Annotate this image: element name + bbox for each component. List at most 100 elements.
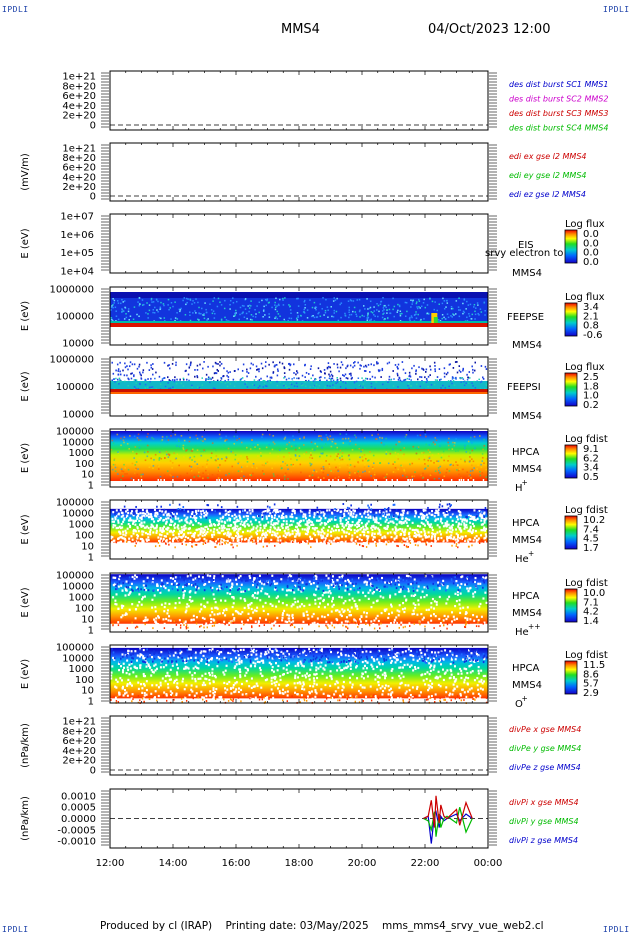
panel-divpe-ylabel: (nPa/km) bbox=[20, 723, 31, 768]
panel-eis-colorbar-tick: 0.0 bbox=[583, 248, 599, 259]
panel-hpca-he-colorbar-title: Log fdist bbox=[565, 505, 608, 516]
panel-hpca-he-ylabel: E (eV) bbox=[20, 514, 31, 544]
panel-feeps-i-colorbar bbox=[564, 372, 578, 407]
panel-des-dist-ytick: 1e+21 bbox=[62, 72, 96, 83]
x-axis-time-label: 14:00 bbox=[159, 858, 188, 869]
panel-feeps-e: 10000 100000 1000000 E (eV) FEEPSE MMS4 Log fl… bbox=[20, 285, 605, 352]
panel-hpca-he2-colorbar-tick: 10.0 bbox=[583, 588, 605, 599]
panel-hpca-he-colorbar-tick: 1.7 bbox=[583, 543, 599, 554]
panel-hpca-he2-ytick: 10000 bbox=[62, 582, 94, 593]
panel-hpca-he-ytick: 1000 bbox=[69, 520, 94, 531]
panel-divpi-ylabel: (nPa/km) bbox=[20, 796, 31, 841]
x-axis-time-label: 12:00 bbox=[96, 858, 125, 869]
panel-eis-ytick: 1e+04 bbox=[60, 267, 94, 278]
panel-hpca-h-ytick: 1 bbox=[88, 481, 94, 492]
panel-divpi-legend-item: divPi y gse MMS4 bbox=[509, 817, 579, 826]
x-axis-time-label: 22:00 bbox=[411, 858, 440, 869]
panel-hpca-h-colorbar bbox=[564, 444, 578, 479]
panel-des-dist-legend-item: des dist burst SC4 MMS4 bbox=[509, 124, 608, 133]
panel-eis-ytick: 1e+05 bbox=[60, 248, 94, 259]
corner-label-bottom-right: IPDLI bbox=[603, 925, 630, 934]
panel-feeps-i-ytick: 100000 bbox=[56, 382, 94, 393]
panel-divpi-ytick: -0.0010 bbox=[57, 837, 96, 848]
panel-divpe-ytick: 8e+20 bbox=[62, 726, 96, 737]
panel-hpca-he2-ytick: 100 bbox=[75, 604, 94, 615]
panel-feeps-i: 10000 100000 1000000 E (eV) FEEPSI MMS4 Log fl… bbox=[20, 355, 605, 423]
panel-hpca-he-charge: + bbox=[528, 549, 534, 558]
panel-feeps-i-instrument: FEEPSI bbox=[507, 382, 541, 393]
panel-divpe-legend-item: divPe y gse MMS4 bbox=[509, 744, 581, 753]
x-axis-time-label: 16:00 bbox=[222, 858, 251, 869]
panel-feeps-i-colorbar-tick: 2.5 bbox=[583, 372, 599, 383]
panel-feeps-e-ylabel: E (eV) bbox=[20, 301, 31, 331]
panel-hpca-he-colorbar bbox=[564, 515, 578, 550]
panel-edi-ytick: 1e+21 bbox=[62, 144, 96, 155]
panel-divpe-legend-item: divPe z gse MMS4 bbox=[509, 763, 581, 772]
panel-feeps-i-colorbar-tick: 1.8 bbox=[583, 381, 599, 392]
panel-hpca-he-ytick: 10000 bbox=[62, 509, 94, 520]
panel-feeps-e-colorbar-title: Log flux bbox=[565, 292, 605, 303]
panel-feeps-e-instrument: FEEPSE bbox=[507, 312, 544, 323]
panel-hpca-he2-colorbar-title: Log fdist bbox=[565, 578, 608, 589]
panel-hpca-he2-colorbar-tick: 1.4 bbox=[583, 616, 599, 627]
panel-divpi-series-line bbox=[423, 810, 473, 844]
panel-des-dist-legend-item: des dist burst SC3 MMS3 bbox=[509, 109, 608, 118]
panel-hpca-o-colorbar-tick: 11.5 bbox=[583, 660, 605, 671]
panel-des-dist-ytick: 6e+20 bbox=[62, 91, 96, 102]
panel-hpca-o-species: O bbox=[515, 699, 523, 710]
panel-eis-frame bbox=[109, 213, 489, 274]
panel-edi-ytick: 4e+20 bbox=[62, 172, 96, 183]
panel-hpca-h-colorbar-tick: 6.2 bbox=[583, 453, 599, 464]
panel-hpca-o-ytick: 1000 bbox=[69, 664, 94, 675]
panel-hpca-he2-colorbar-tick: 4.2 bbox=[583, 607, 599, 618]
panel-hpca-h-colorbar-tick: 0.5 bbox=[583, 472, 599, 483]
panel-hpca-h-ytick: 10 bbox=[81, 470, 94, 481]
panel-hpca-h-species: H bbox=[515, 483, 523, 494]
panel-edi-ylabel: (mV/m) bbox=[20, 153, 31, 191]
panel-feeps-i-colorbar-title: Log flux bbox=[565, 362, 605, 373]
panel-eis-instrument: EIS bbox=[518, 240, 534, 251]
panel-edi-ytick: 2e+20 bbox=[62, 182, 96, 193]
panel-edi-frame bbox=[109, 142, 489, 202]
panel-feeps-e-spacecraft: MMS4 bbox=[512, 340, 542, 351]
panel-hpca-h-instrument: HPCA bbox=[512, 447, 540, 458]
panel-hpca-he2-ylabel: E (eV) bbox=[20, 587, 31, 617]
panel-hpca-he-ytick: 1 bbox=[88, 553, 94, 564]
panel-hpca-o-ylabel: E (eV) bbox=[20, 659, 31, 689]
panel-hpca-o-colorbar-tick: 5.7 bbox=[583, 679, 599, 690]
panel-hpca-o-charge: + bbox=[522, 694, 528, 703]
panel-des-dist-ytick: 4e+20 bbox=[62, 101, 96, 112]
panel-feeps-i-spectrogram bbox=[110, 381, 488, 389]
panel-hpca-he-species: He bbox=[515, 554, 529, 565]
panel-divpi-ytick: -0.0005 bbox=[57, 825, 96, 836]
panel-hpca-h-ytick: 10000 bbox=[62, 437, 94, 448]
panel-feeps-i-ylabel: E (eV) bbox=[20, 371, 31, 401]
panel-hpca-he-colorbar-tick: 10.2 bbox=[583, 515, 605, 526]
panel-eis-colorbar-tick: 0.0 bbox=[583, 257, 599, 268]
panel-hpca-he-colorbar-tick: 4.5 bbox=[583, 534, 599, 545]
panel-hpca-he2-ytick: 10 bbox=[81, 615, 94, 626]
panel-divpe-ytick: 1e+21 bbox=[62, 717, 96, 728]
panel-divpi-ytick: 0.0000 bbox=[61, 814, 96, 825]
panel-feeps-i-ytick: 10000 bbox=[62, 410, 94, 421]
panel-eis-colorbar-tick: 0.0 bbox=[583, 238, 599, 249]
spacecraft-title: MMS4 bbox=[281, 22, 320, 37]
panel-hpca-he2-instrument: HPCA bbox=[512, 591, 540, 602]
panel-eis-ylabel: E (eV) bbox=[20, 228, 31, 258]
panel-edi-ytick: 6e+20 bbox=[62, 163, 96, 174]
panel-hpca-he-ytick: 100 bbox=[75, 531, 94, 542]
panel-hpca-he2-species: He bbox=[515, 627, 529, 638]
panel-hpca-o-ytick: 10 bbox=[81, 686, 94, 697]
panel-hpca-he2-colorbar bbox=[564, 588, 578, 623]
panel-feeps-e-colorbar-tick: 2.1 bbox=[583, 311, 599, 322]
panel-feeps-e-ytick: 10000 bbox=[62, 339, 94, 350]
panel-hpca-h-ylabel: E (eV) bbox=[20, 443, 31, 473]
panel-eis-colorbar-tick: 0.0 bbox=[583, 229, 599, 240]
panel-hpca-h-ytick: 100 bbox=[75, 459, 94, 470]
